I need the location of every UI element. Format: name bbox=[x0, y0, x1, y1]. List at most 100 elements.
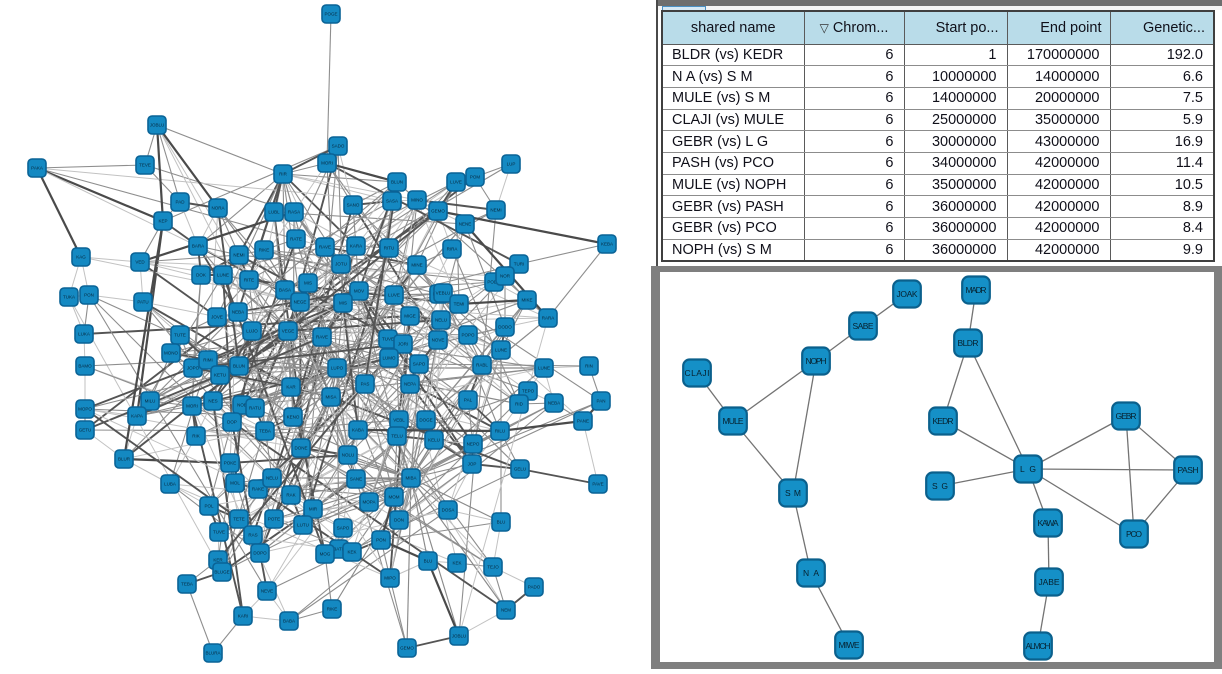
svg-text:MOPA: MOPA bbox=[363, 500, 376, 505]
svg-text:TEMI: TEMI bbox=[454, 302, 465, 307]
svg-text:RAKE: RAKE bbox=[252, 487, 264, 492]
svg-text:BLURA: BLURA bbox=[205, 651, 220, 656]
svg-text:TETE: TETE bbox=[233, 517, 245, 522]
svg-text:TUVE: TUVE bbox=[382, 337, 394, 342]
svg-text:PON: PON bbox=[376, 538, 386, 543]
svg-text:DOSA: DOSA bbox=[442, 508, 455, 513]
svg-text:RATU: RATU bbox=[249, 406, 261, 411]
svg-text:PAKA: PAKA bbox=[31, 166, 43, 171]
svg-text:DOP: DOP bbox=[227, 420, 237, 425]
svg-text:NEMI: NEMI bbox=[490, 208, 501, 213]
svg-text:BLU: BLU bbox=[497, 520, 506, 525]
svg-text:KABA: KABA bbox=[352, 428, 364, 433]
svg-text:SANO: SANO bbox=[347, 203, 360, 208]
svg-text:RIN: RIN bbox=[585, 364, 593, 369]
svg-text:MILU: MILU bbox=[145, 399, 156, 404]
svg-text:CLAJI: CLAJI bbox=[685, 368, 710, 378]
svg-text:NEVE: NEVE bbox=[261, 589, 273, 594]
svg-text:NELU: NELU bbox=[266, 476, 278, 481]
svg-text:NEGE: NEGE bbox=[294, 300, 307, 305]
svg-text:NOLU: NOLU bbox=[342, 453, 355, 458]
svg-text:BAMO: BAMO bbox=[78, 364, 92, 369]
svg-text:MADR: MADR bbox=[966, 285, 987, 295]
svg-text:MINO: MINO bbox=[411, 198, 423, 203]
svg-text:NEBA: NEBA bbox=[232, 310, 244, 315]
svg-text:MIGE: MIGE bbox=[404, 314, 416, 319]
svg-text:PAD: PAD bbox=[176, 200, 186, 205]
svg-text:SANE: SANE bbox=[350, 477, 362, 482]
svg-text:SAPO: SAPO bbox=[413, 362, 426, 367]
svg-text:L G: L G bbox=[1020, 464, 1036, 474]
svg-text:KAR: KAR bbox=[286, 385, 296, 390]
svg-text:PCO: PCO bbox=[1126, 529, 1142, 539]
svg-text:PATU: PATU bbox=[137, 300, 148, 305]
svg-text:SABE: SABE bbox=[853, 321, 874, 331]
svg-text:MOM: MOM bbox=[389, 495, 400, 500]
svg-text:TEVE: TEVE bbox=[139, 163, 151, 168]
svg-text:RATE: RATE bbox=[290, 237, 302, 242]
svg-text:NENE: NENE bbox=[459, 222, 472, 227]
svg-text:KEDR: KEDR bbox=[933, 416, 954, 426]
svg-text:BLUR: BLUR bbox=[118, 457, 131, 462]
svg-text:BLUGE: BLUGE bbox=[214, 570, 229, 575]
svg-text:BLU: BLU bbox=[424, 559, 433, 564]
svg-text:NEPO: NEPO bbox=[467, 442, 480, 447]
svg-text:LUMO: LUMO bbox=[382, 356, 396, 361]
svg-text:RILU: RILU bbox=[495, 429, 505, 434]
svg-text:JOVE: JOVE bbox=[211, 315, 223, 320]
svg-text:RIKE: RIKE bbox=[327, 607, 338, 612]
svg-text:DON: DON bbox=[394, 518, 404, 523]
svg-text:NELU: NELU bbox=[435, 318, 447, 323]
svg-text:DOPO: DOPO bbox=[253, 551, 267, 556]
svg-text:KAWA: KAWA bbox=[1038, 518, 1059, 528]
svg-text:GEMO: GEMO bbox=[431, 209, 445, 214]
svg-text:S G: S G bbox=[932, 481, 948, 491]
svg-text:JORI: JORI bbox=[398, 342, 408, 347]
svg-text:VEBLU: VEBLU bbox=[436, 291, 451, 296]
svg-text:RIKE: RIKE bbox=[259, 248, 270, 253]
svg-text:ALMCH: ALMCH bbox=[1026, 641, 1051, 651]
svg-text:PAN: PAN bbox=[597, 399, 606, 404]
svg-text:MORI: MORI bbox=[321, 161, 333, 166]
svg-text:LUJO: LUJO bbox=[246, 329, 258, 334]
svg-text:GEBR: GEBR bbox=[1116, 411, 1137, 421]
svg-text:NEBA: NEBA bbox=[548, 401, 560, 406]
svg-text:S M: S M bbox=[785, 488, 801, 498]
svg-text:BARA: BARA bbox=[192, 244, 204, 249]
svg-text:POTE: POTE bbox=[268, 517, 280, 522]
svg-text:NORA: NORA bbox=[211, 206, 224, 211]
svg-text:KENO: KENO bbox=[287, 415, 300, 420]
svg-text:TEPO: TEPO bbox=[522, 389, 535, 394]
svg-text:PADO: PADO bbox=[528, 585, 541, 590]
svg-text:KER: KER bbox=[213, 558, 223, 563]
svg-text:RIMI: RIMI bbox=[203, 358, 213, 363]
svg-text:JABE: JABE bbox=[1039, 577, 1060, 587]
svg-text:JOBLU: JOBLU bbox=[452, 634, 467, 639]
svg-text:PAL: PAL bbox=[464, 398, 473, 403]
svg-text:RITE: RITE bbox=[244, 278, 254, 283]
svg-text:POL: POL bbox=[204, 504, 214, 509]
svg-text:PON: PON bbox=[84, 293, 94, 298]
svg-text:GELU: GELU bbox=[514, 467, 526, 472]
svg-text:MIS: MIS bbox=[304, 281, 312, 286]
svg-text:DODO: DODO bbox=[498, 325, 512, 330]
svg-text:BATE: BATE bbox=[333, 547, 344, 552]
svg-text:VEBL: VEBL bbox=[393, 418, 405, 423]
svg-text:LUVE: LUVE bbox=[450, 180, 462, 185]
svg-text:KAPA: KAPA bbox=[131, 414, 143, 419]
svg-text:GEMO: GEMO bbox=[400, 646, 414, 651]
svg-text:LUP: LUP bbox=[507, 162, 516, 167]
svg-text:POPO: POPO bbox=[461, 333, 475, 338]
svg-text:KEP: KEP bbox=[158, 219, 167, 224]
svg-text:RABL: RABL bbox=[476, 363, 488, 368]
svg-text:JOTU: JOTU bbox=[335, 262, 347, 267]
svg-text:MIKE: MIKE bbox=[521, 298, 532, 303]
svg-text:DOGE: DOGE bbox=[419, 418, 432, 423]
svg-text:LUNE: LUNE bbox=[217, 273, 229, 278]
svg-text:KETU: KETU bbox=[214, 373, 226, 378]
svg-text:SAPO: SAPO bbox=[337, 526, 350, 531]
svg-text:BASA: BASA bbox=[279, 288, 291, 293]
svg-text:RIK: RIK bbox=[192, 434, 200, 439]
svg-text:RIRA: RIRA bbox=[447, 247, 458, 252]
svg-text:PAVE: PAVE bbox=[592, 482, 603, 487]
